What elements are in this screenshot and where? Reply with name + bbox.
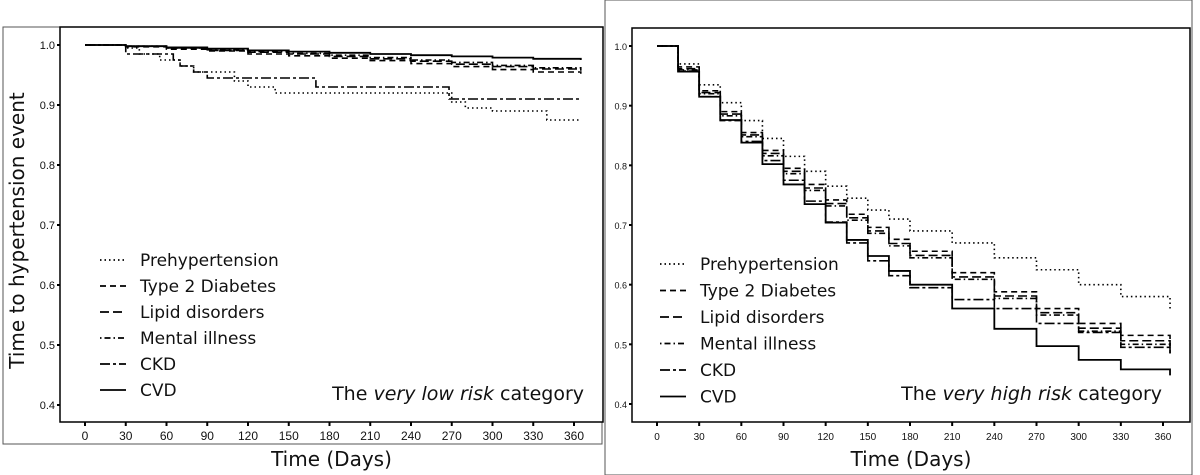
y-tick-label: 0.8 bbox=[40, 160, 55, 172]
x-tick-label: 60 bbox=[736, 432, 748, 443]
legend-label: Lipid disorders bbox=[700, 308, 825, 328]
y-tick-label: 0.8 bbox=[614, 161, 627, 171]
x-tick-label: 0 bbox=[654, 432, 660, 443]
y-tick-label: 1.0 bbox=[614, 42, 627, 52]
legend-label: Prehypertension bbox=[700, 255, 839, 275]
legend-label: CKD bbox=[700, 361, 736, 381]
y-tick-label: 1.0 bbox=[40, 40, 55, 52]
series-line-cvd bbox=[85, 44, 582, 60]
x-tick-label: 360 bbox=[1155, 432, 1172, 443]
x-tick-label: 330 bbox=[523, 429, 543, 443]
x-tick-label: 90 bbox=[778, 432, 790, 443]
y-tick-label: 0.6 bbox=[40, 280, 55, 292]
annotation-risk-level: very high risk bbox=[943, 383, 1073, 405]
legend-label: Type 2 Diabetes bbox=[699, 282, 836, 302]
x-axis-label: Time (Days) bbox=[270, 447, 392, 471]
annotation-suffix: category bbox=[1072, 383, 1162, 405]
y-tick-label: 0.9 bbox=[40, 100, 55, 112]
legend-label: Type 2 Diabetes bbox=[139, 277, 276, 297]
legend-label: CVD bbox=[700, 388, 737, 408]
risk-category-annotation: The very low risk category bbox=[331, 383, 584, 405]
x-tick-label: 120 bbox=[817, 432, 834, 443]
x-tick-label: 270 bbox=[1028, 432, 1045, 443]
x-tick-label: 180 bbox=[902, 432, 919, 443]
legend: Prehypertension Type 2 Diabetes Lipid diso… bbox=[660, 255, 839, 408]
annotation-prefix: The bbox=[900, 383, 942, 405]
plot-area bbox=[59, 26, 604, 423]
x-tick-label: 240 bbox=[986, 432, 1003, 443]
y-tick-label: 0.6 bbox=[614, 281, 627, 291]
x-tick-label: 180 bbox=[319, 429, 339, 443]
risk-category-annotation: The very high risk category bbox=[900, 383, 1162, 405]
x-tick-label: 30 bbox=[119, 429, 133, 443]
x-tick-label: 210 bbox=[944, 432, 961, 443]
annotation-prefix: The bbox=[331, 383, 373, 405]
panel-very-high-risk: 0.4 0.5 0.6 0.7 0.8 0.9 1.0 0 30 60 90 120 150 180 210… bbox=[604, 0, 1193, 475]
series-line-ckd bbox=[85, 44, 581, 100]
legend-label: CKD bbox=[140, 355, 176, 375]
x-tick-label: 240 bbox=[401, 429, 421, 443]
x-tick-label: 150 bbox=[279, 429, 299, 443]
legend-label: Mental illness bbox=[700, 335, 816, 355]
y-tick-label: 0.4 bbox=[614, 400, 627, 410]
x-tick-label: 120 bbox=[238, 429, 258, 443]
series-line-mental-illness bbox=[85, 44, 582, 70]
legend-label: CVD bbox=[140, 381, 177, 401]
x-tick-label: 150 bbox=[859, 432, 876, 443]
panel-very-low-risk: 0.4 0.5 0.6 0.7 0.8 0.9 1.0 0 30 60 90 120 150 180 210… bbox=[2, 26, 604, 471]
y-tick-label: 0.4 bbox=[40, 400, 55, 412]
series-line-cvd bbox=[657, 45, 1171, 376]
x-tick-label: 360 bbox=[564, 429, 584, 443]
annotation-suffix: category bbox=[494, 383, 584, 405]
y-tick-label: 0.5 bbox=[40, 340, 55, 352]
legend: Prehypertension Type 2 Diabetes Lipid diso… bbox=[100, 251, 279, 401]
y-tick-label: 0.5 bbox=[614, 340, 627, 350]
y-tick-label: 0.7 bbox=[40, 220, 55, 232]
series-line-type-2-diabetes bbox=[85, 44, 582, 74]
y-tick-label: 0.7 bbox=[614, 221, 627, 231]
x-tick-label: 330 bbox=[1112, 432, 1129, 443]
x-tick-label: 90 bbox=[201, 429, 215, 443]
x-tick-label: 300 bbox=[1070, 432, 1087, 443]
x-tick-label: 30 bbox=[694, 432, 706, 443]
plot-area bbox=[631, 27, 1191, 423]
annotation-risk-level: very low risk bbox=[373, 383, 495, 405]
legend-label: Prehypertension bbox=[140, 251, 279, 271]
x-tick-label: 0 bbox=[82, 429, 89, 443]
legend-label: Lipid disorders bbox=[140, 303, 265, 323]
panel-border bbox=[604, 0, 1193, 475]
x-axis-label: Time (Days) bbox=[850, 447, 972, 471]
legend-label: Mental illness bbox=[140, 329, 256, 349]
x-tick-label: 270 bbox=[442, 429, 462, 443]
y-axis-label: Time to hypertension event bbox=[5, 92, 29, 370]
x-tick-label: 210 bbox=[360, 429, 380, 443]
series-line-prehypertension bbox=[657, 45, 1171, 312]
x-tick-label: 300 bbox=[482, 429, 502, 443]
y-tick-label: 0.9 bbox=[614, 102, 627, 112]
x-tick-label: 60 bbox=[160, 429, 174, 443]
